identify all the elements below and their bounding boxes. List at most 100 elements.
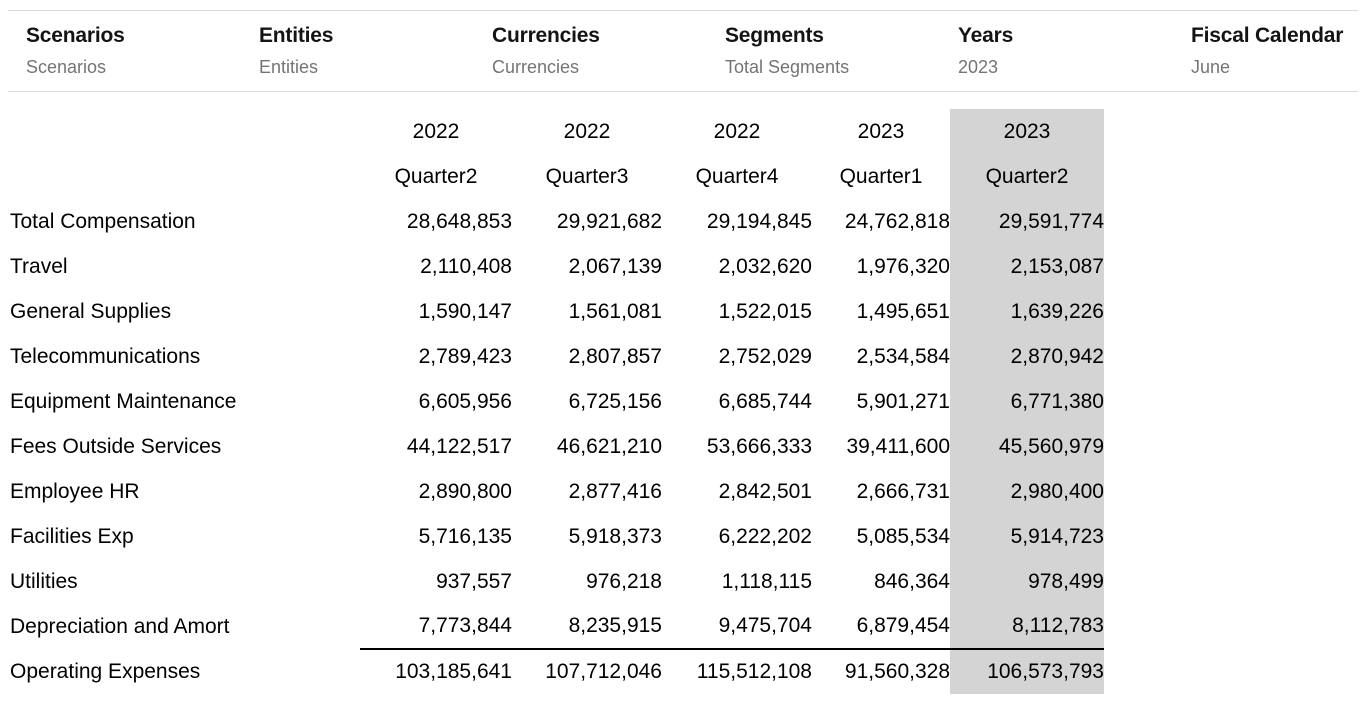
table-row: Equipment Maintenance 6,605,956 6,725,156 6… bbox=[10, 379, 1104, 424]
data-cell[interactable]: 6,879,454 bbox=[856, 614, 950, 637]
data-cell[interactable]: 29,194,845 bbox=[706, 209, 812, 233]
column-header-quarter[interactable]: Quarter2 bbox=[394, 164, 478, 188]
pov-member-scenarios[interactable]: Scenarios bbox=[26, 57, 107, 77]
table-row: Telecommunications 2,789,423 2,807,857 2,75… bbox=[10, 334, 1104, 379]
data-cell[interactable]: 7,773,844 bbox=[418, 614, 512, 637]
data-cell[interactable]: 2,534,584 bbox=[856, 344, 950, 368]
data-cell[interactable]: 2,807,857 bbox=[568, 344, 662, 368]
pov-member-segments[interactable]: Total Segments bbox=[725, 57, 850, 77]
pov-member-currencies[interactable]: Currencies bbox=[492, 57, 580, 77]
column-header-quarter[interactable]: Quarter1 bbox=[839, 164, 923, 188]
data-cell[interactable]: 2,153,087 bbox=[950, 244, 1104, 289]
pov-dimension-label-scenarios: Scenarios bbox=[26, 24, 125, 47]
row-header[interactable]: General Supplies bbox=[10, 299, 172, 323]
row-header[interactable]: Fees Outside Services bbox=[10, 434, 222, 458]
data-cell[interactable]: 5,918,373 bbox=[568, 524, 662, 548]
pov-member-fiscal-calendar[interactable]: June bbox=[1191, 57, 1231, 77]
data-cell[interactable]: 5,085,534 bbox=[856, 524, 950, 548]
column-header-year[interactable]: 2023 bbox=[950, 109, 1104, 154]
row-header[interactable]: Equipment Maintenance bbox=[10, 389, 237, 413]
data-cell[interactable]: 978,499 bbox=[950, 559, 1104, 604]
data-cell[interactable]: 2,890,800 bbox=[418, 479, 512, 503]
column-header-row-quarter: Quarter2 Quarter3 Quarter4 Quarter1 Quarter2 bbox=[10, 154, 1104, 199]
pov-item-segments: Segments Total Segments bbox=[725, 24, 958, 78]
data-cell[interactable]: 6,605,956 bbox=[418, 389, 512, 413]
pov-item-years: Years 2023 bbox=[958, 24, 1191, 78]
data-cell[interactable]: 2,666,731 bbox=[856, 479, 950, 503]
data-cell[interactable]: 976,218 bbox=[586, 569, 662, 593]
data-cell[interactable]: 8,235,915 bbox=[568, 614, 662, 637]
data-cell[interactable]: 46,621,210 bbox=[556, 434, 662, 458]
row-header[interactable]: Facilities Exp bbox=[10, 524, 134, 548]
data-cell[interactable]: 28,648,853 bbox=[406, 209, 512, 233]
data-cell[interactable]: 2,842,501 bbox=[718, 479, 812, 503]
data-cell[interactable]: 1,522,015 bbox=[718, 299, 812, 323]
row-header[interactable]: Travel bbox=[10, 254, 68, 278]
data-cell[interactable]: 24,762,818 bbox=[844, 209, 950, 233]
data-cell[interactable]: 44,122,517 bbox=[406, 434, 512, 458]
pov-member-years[interactable]: 2023 bbox=[958, 57, 999, 77]
column-header-quarter[interactable]: Quarter2 bbox=[950, 154, 1104, 199]
data-cell[interactable]: 2,032,620 bbox=[718, 254, 812, 278]
row-header[interactable]: Operating Expenses bbox=[10, 659, 201, 683]
data-cell[interactable]: 1,118,115 bbox=[721, 569, 812, 593]
data-cell[interactable]: 115,512,108 bbox=[662, 648, 812, 694]
column-header-quarter[interactable]: Quarter3 bbox=[545, 164, 629, 188]
data-cell[interactable]: 5,716,135 bbox=[418, 524, 512, 548]
data-cell[interactable]: 1,976,320 bbox=[856, 254, 950, 278]
data-cell[interactable]: 91,560,328 bbox=[812, 648, 950, 694]
data-cell[interactable]: 1,495,651 bbox=[856, 299, 950, 323]
data-cell[interactable]: 6,771,380 bbox=[950, 379, 1104, 424]
data-cell[interactable]: 29,591,774 bbox=[950, 199, 1104, 244]
row-header[interactable]: Telecommunications bbox=[10, 344, 201, 368]
pov-item-entities: Entities Entities bbox=[259, 24, 492, 78]
table-row: Depreciation and Amort 7,773,844 8,235,915… bbox=[10, 604, 1104, 649]
data-cell[interactable]: 846,364 bbox=[874, 569, 950, 593]
data-cell[interactable]: 2,789,423 bbox=[418, 344, 512, 368]
column-header-year[interactable]: 2022 bbox=[713, 119, 761, 143]
data-cell[interactable]: 2,980,400 bbox=[950, 469, 1104, 514]
data-cell[interactable]: 103,185,641 bbox=[360, 648, 512, 694]
data-cell[interactable]: 5,914,723 bbox=[950, 514, 1104, 559]
table-row: Travel 2,110,408 2,067,139 2,032,620 1,976,3… bbox=[10, 244, 1104, 289]
data-cell[interactable]: 9,475,704 bbox=[718, 614, 812, 637]
row-header[interactable]: Total Compensation bbox=[10, 209, 196, 233]
column-header-year[interactable]: 2022 bbox=[563, 119, 611, 143]
data-cell[interactable]: 2,067,139 bbox=[568, 254, 662, 278]
row-header[interactable]: Utilities bbox=[10, 569, 78, 593]
data-cell[interactable]: 2,870,942 bbox=[950, 334, 1104, 379]
data-cell[interactable]: 45,560,979 bbox=[950, 424, 1104, 469]
table-row: Facilities Exp 5,716,135 5,918,373 6,222,20… bbox=[10, 514, 1104, 559]
data-cell[interactable]: 937,557 bbox=[436, 569, 512, 593]
data-cell[interactable]: 39,411,600 bbox=[846, 434, 950, 458]
column-header-year[interactable]: 2023 bbox=[857, 119, 905, 143]
row-header[interactable]: Employee HR bbox=[10, 479, 140, 503]
data-cell[interactable]: 2,752,029 bbox=[718, 344, 812, 368]
column-header-year[interactable]: 2022 bbox=[412, 119, 460, 143]
row-header[interactable]: Depreciation and Amort bbox=[10, 614, 230, 638]
pov-dimension-label-years: Years bbox=[958, 24, 1014, 47]
table-row: Total Compensation 28,648,853 29,921,682 29… bbox=[10, 199, 1104, 244]
data-cell[interactable]: 106,573,793 bbox=[950, 648, 1104, 694]
data-cell[interactable]: 53,666,333 bbox=[706, 434, 812, 458]
data-cell[interactable]: 2,110,408 bbox=[420, 254, 512, 278]
grid-header: 2022 2022 2022 2023 2023 Quarter2 Quarter3 Quar… bbox=[10, 109, 1104, 199]
data-cell[interactable]: 2,877,416 bbox=[568, 479, 662, 503]
data-cell[interactable]: 8,112,783 bbox=[950, 604, 1104, 649]
data-cell[interactable]: 29,921,682 bbox=[556, 209, 662, 233]
data-cell[interactable]: 107,712,046 bbox=[512, 648, 662, 694]
table-row: Employee HR 2,890,800 2,877,416 2,842,501 2,… bbox=[10, 469, 1104, 514]
pov-member-entities[interactable]: Entities bbox=[259, 57, 319, 77]
data-cell[interactable]: 5,901,271 bbox=[856, 389, 950, 413]
data-cell[interactable]: 6,685,744 bbox=[718, 389, 812, 413]
data-cell[interactable]: 1,590,147 bbox=[418, 299, 512, 323]
grid-corner bbox=[10, 109, 360, 154]
column-header-quarter[interactable]: Quarter4 bbox=[695, 164, 779, 188]
expense-grid: 2022 2022 2022 2023 2023 Quarter2 Quarter3 Quar… bbox=[10, 109, 1104, 694]
data-cell[interactable]: 1,561,081 bbox=[568, 299, 662, 323]
data-cell[interactable]: 6,222,202 bbox=[718, 524, 812, 548]
grid-corner bbox=[10, 154, 360, 199]
data-cell[interactable]: 6,725,156 bbox=[568, 389, 662, 413]
data-cell[interactable]: 1,639,226 bbox=[950, 289, 1104, 334]
pov-item-currencies: Currencies Currencies bbox=[492, 24, 725, 78]
